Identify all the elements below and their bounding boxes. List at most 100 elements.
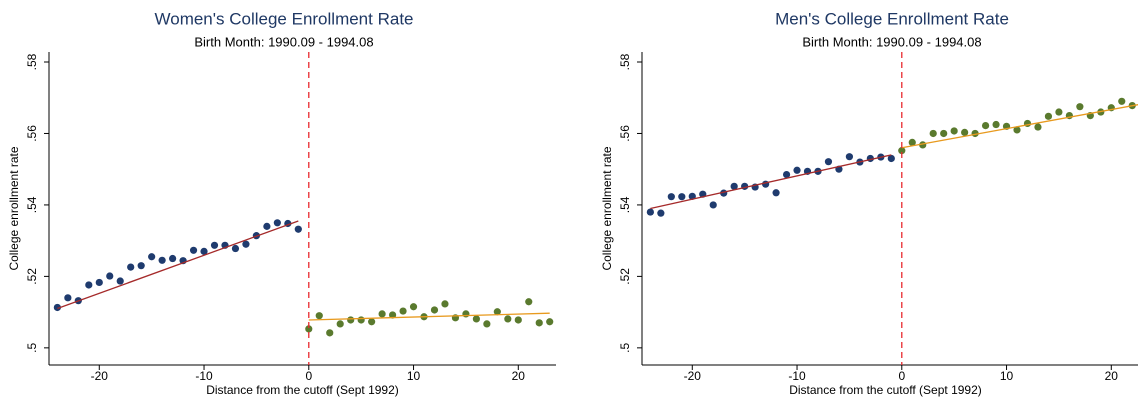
y-tick-label: .5 — [25, 343, 39, 353]
y-tick-label: .54 — [25, 196, 39, 213]
data-point — [793, 166, 801, 174]
data-point — [430, 306, 439, 314]
y-axis-label: College enrollment rate — [600, 146, 614, 270]
data-point — [242, 240, 250, 248]
panel: Men's College Enrollment Rate Birth Month… — [600, 9, 1138, 397]
data-point — [210, 241, 219, 249]
y-tick-label: .58 — [25, 53, 39, 70]
x-tick-label: 0 — [305, 369, 312, 383]
data-point — [315, 312, 323, 320]
data-point — [189, 246, 198, 254]
data-point — [148, 253, 156, 261]
x-tick-label: 10 — [1000, 369, 1014, 383]
y-tick-label: .56 — [618, 125, 632, 142]
x-tick-label: 10 — [407, 369, 421, 383]
data-point — [929, 129, 937, 138]
data-point — [1118, 97, 1126, 105]
data-point — [782, 170, 791, 179]
data-point — [106, 272, 114, 280]
data-point — [981, 122, 990, 130]
data-point — [127, 263, 135, 271]
x-axis-label: Distance from the cutoff (Sept 1992) — [206, 383, 399, 397]
chart-subtitle: Birth Month: 1990.09 - 1994.08 — [802, 34, 981, 49]
data-point — [169, 254, 177, 263]
data-point — [462, 310, 470, 318]
data-point — [158, 256, 166, 264]
data-point — [535, 319, 543, 327]
data-point — [525, 298, 533, 306]
data-point — [357, 316, 365, 324]
x-tick-label: -10 — [195, 369, 213, 383]
y-axis-label: College enrollment rate — [7, 146, 21, 270]
data-point — [898, 147, 906, 155]
x-tick-label: -20 — [684, 369, 702, 383]
fit-line — [308, 312, 550, 321]
data-point — [887, 154, 895, 163]
data-point — [772, 189, 780, 197]
data-point — [85, 281, 93, 289]
data-point — [326, 329, 334, 337]
x-tick-label: -10 — [788, 369, 806, 383]
data-point — [347, 316, 355, 324]
data-point — [646, 208, 654, 216]
fit-line — [901, 104, 1138, 149]
chart-title: Women's College Enrollment Rate — [155, 9, 414, 28]
data-point — [992, 120, 1000, 129]
x-tick-label: 20 — [512, 369, 526, 383]
data-point — [409, 303, 418, 311]
x-axis-label: Distance from the cutoff (Sept 1992) — [789, 383, 982, 397]
data-point — [273, 219, 281, 227]
data-point — [1023, 119, 1032, 128]
data-point — [1044, 112, 1053, 120]
y-tick-label: .52 — [618, 268, 632, 285]
data-point — [493, 308, 501, 316]
x-tick-label: -20 — [91, 369, 109, 383]
data-point — [472, 315, 480, 323]
fit-line — [57, 220, 299, 310]
data-point — [441, 300, 449, 308]
data-point — [1034, 123, 1042, 131]
data-point — [546, 318, 554, 326]
panel: Women's College Enrollment Rate Birth Mon… — [7, 9, 556, 397]
data-point — [730, 182, 738, 190]
data-point — [53, 303, 61, 312]
data-point — [950, 127, 958, 135]
data-point — [908, 138, 916, 146]
data-point — [1076, 103, 1084, 111]
data-point — [95, 278, 103, 287]
data-point — [709, 201, 717, 209]
data-point — [137, 262, 145, 270]
y-tick-label: .58 — [618, 53, 632, 70]
x-tick-label: 20 — [1105, 369, 1119, 383]
data-point — [294, 225, 302, 233]
data-point — [231, 244, 240, 253]
y-tick-label: .52 — [25, 268, 39, 285]
data-point — [824, 158, 833, 166]
data-point — [678, 193, 686, 201]
data-point — [368, 318, 376, 326]
data-point — [1013, 126, 1021, 134]
y-tick-label: .5 — [618, 343, 632, 353]
data-point — [399, 307, 407, 315]
data-point — [961, 128, 969, 136]
fit-line — [650, 154, 892, 210]
data-point — [263, 222, 271, 230]
data-point — [388, 311, 397, 319]
data-point — [483, 320, 491, 328]
data-point — [305, 325, 313, 333]
data-point — [514, 316, 522, 324]
data-point — [64, 294, 72, 302]
data-point — [336, 320, 344, 328]
y-tick-label: .54 — [618, 196, 632, 213]
chart-subtitle: Birth Month: 1990.09 - 1994.08 — [194, 34, 373, 49]
y-tick-label: .56 — [25, 125, 39, 142]
data-point — [940, 129, 948, 138]
data-point — [504, 315, 512, 323]
data-point — [200, 247, 208, 255]
data-point — [1055, 108, 1063, 116]
data-point — [845, 153, 854, 161]
data-point — [116, 277, 124, 285]
data-point — [657, 209, 665, 217]
